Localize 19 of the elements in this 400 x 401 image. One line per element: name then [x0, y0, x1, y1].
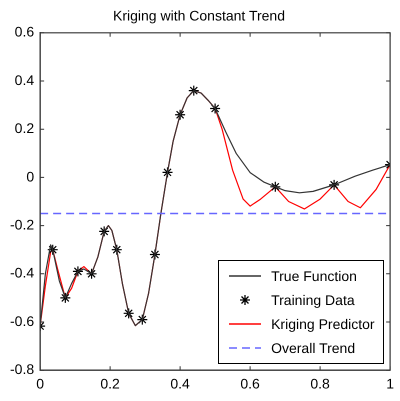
y-tick-label: -0.8 — [10, 361, 34, 378]
legend-label: Kriging Predictor — [271, 316, 375, 332]
y-tick-label: -0.4 — [10, 264, 34, 281]
x-tick-label: 0 — [36, 375, 44, 392]
y-tick-label: 0.6 — [14, 24, 34, 40]
legend-label: Overall Trend — [271, 340, 356, 356]
x-tick-label: 0.2 — [100, 375, 120, 392]
chart-title: Kriging with Constant Trend — [113, 7, 285, 24]
y-tick-label: 0.2 — [14, 120, 34, 136]
y-tick-label: -0.6 — [10, 312, 34, 329]
y-tick-label: -0.2 — [10, 216, 34, 232]
y-tick-label: 0.4 — [14, 72, 34, 88]
x-tick-label: 1 — [386, 375, 394, 392]
x-tick-label: 0.4 — [170, 375, 190, 392]
y-tick-label: 0 — [26, 168, 34, 184]
x-tick-label: 0.8 — [310, 375, 330, 392]
x-tick-label: 0.6 — [240, 375, 260, 392]
legend-label: True Function — [271, 268, 357, 284]
legend-label: Training Data — [271, 292, 355, 308]
